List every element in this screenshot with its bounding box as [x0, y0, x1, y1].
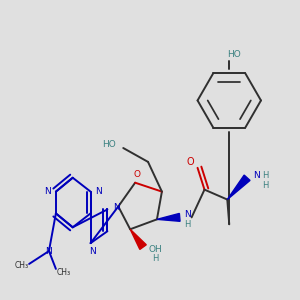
Text: HO: HO — [103, 140, 116, 148]
Text: O: O — [187, 157, 194, 167]
Text: N: N — [113, 203, 120, 212]
Text: N: N — [95, 187, 102, 196]
Polygon shape — [227, 175, 250, 200]
Text: N: N — [45, 187, 51, 196]
Text: N: N — [89, 247, 96, 256]
Text: H: H — [262, 181, 268, 190]
Text: CH₃: CH₃ — [57, 268, 71, 278]
Text: CH₃: CH₃ — [14, 261, 28, 270]
Text: N: N — [184, 210, 191, 219]
Polygon shape — [130, 229, 146, 249]
Text: OH: OH — [148, 244, 162, 253]
Text: H: H — [262, 171, 268, 180]
Text: N: N — [253, 171, 260, 180]
Text: HO: HO — [227, 50, 241, 59]
Text: H: H — [152, 254, 158, 263]
Text: O: O — [134, 170, 141, 179]
Text: H: H — [184, 220, 191, 229]
Text: N: N — [46, 247, 52, 256]
Polygon shape — [157, 213, 180, 221]
